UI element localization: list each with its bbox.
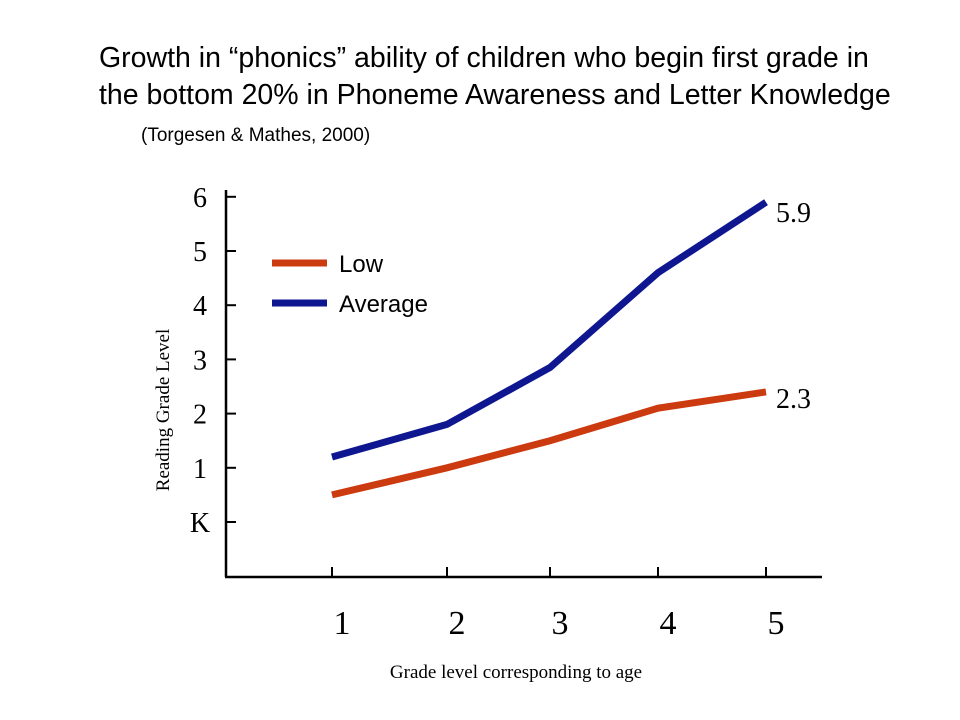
chart-legend: Low Average — [272, 251, 428, 318]
x-tick-label: 2 — [449, 605, 466, 642]
x-tick-labels: 1 2 3 4 5 — [334, 605, 785, 642]
end-label-low: 2.3 — [776, 384, 811, 415]
y-tick-label: K — [190, 508, 210, 539]
y-tick-labels: K 1 2 3 4 5 6 — [190, 183, 210, 539]
series-line-average — [331, 199, 768, 461]
end-label-average: 5.9 — [776, 198, 811, 229]
legend-label-low: Low — [339, 251, 384, 278]
y-axis-label: Reading Grade Level — [153, 329, 174, 491]
x-tick-label: 4 — [660, 605, 677, 642]
y-tick-label: 1 — [193, 454, 207, 485]
legend-label-average: Average — [339, 291, 428, 318]
chart-title: Growth in “phonics” ability of children … — [99, 40, 899, 154]
x-tick-label: 3 — [552, 605, 569, 642]
chart-series: 2.3 5.9 — [331, 198, 811, 499]
chart-axes — [224, 190, 822, 579]
y-tick-label: 4 — [193, 291, 207, 322]
x-tick-label: 5 — [768, 605, 785, 642]
chart-citation: (Torgesen & Mathes, 2000) — [141, 125, 371, 146]
x-tick-label: 1 — [334, 605, 351, 642]
series-line-low — [331, 388, 767, 499]
y-tick-label: 6 — [193, 183, 207, 214]
chart-title-main: Growth in “phonics” ability of children … — [99, 42, 891, 111]
y-tick-label: 3 — [193, 345, 207, 376]
y-tick-label: 5 — [193, 237, 207, 268]
y-tick-label: 2 — [193, 400, 207, 431]
x-axis-label: Grade level corresponding to age — [390, 662, 642, 683]
